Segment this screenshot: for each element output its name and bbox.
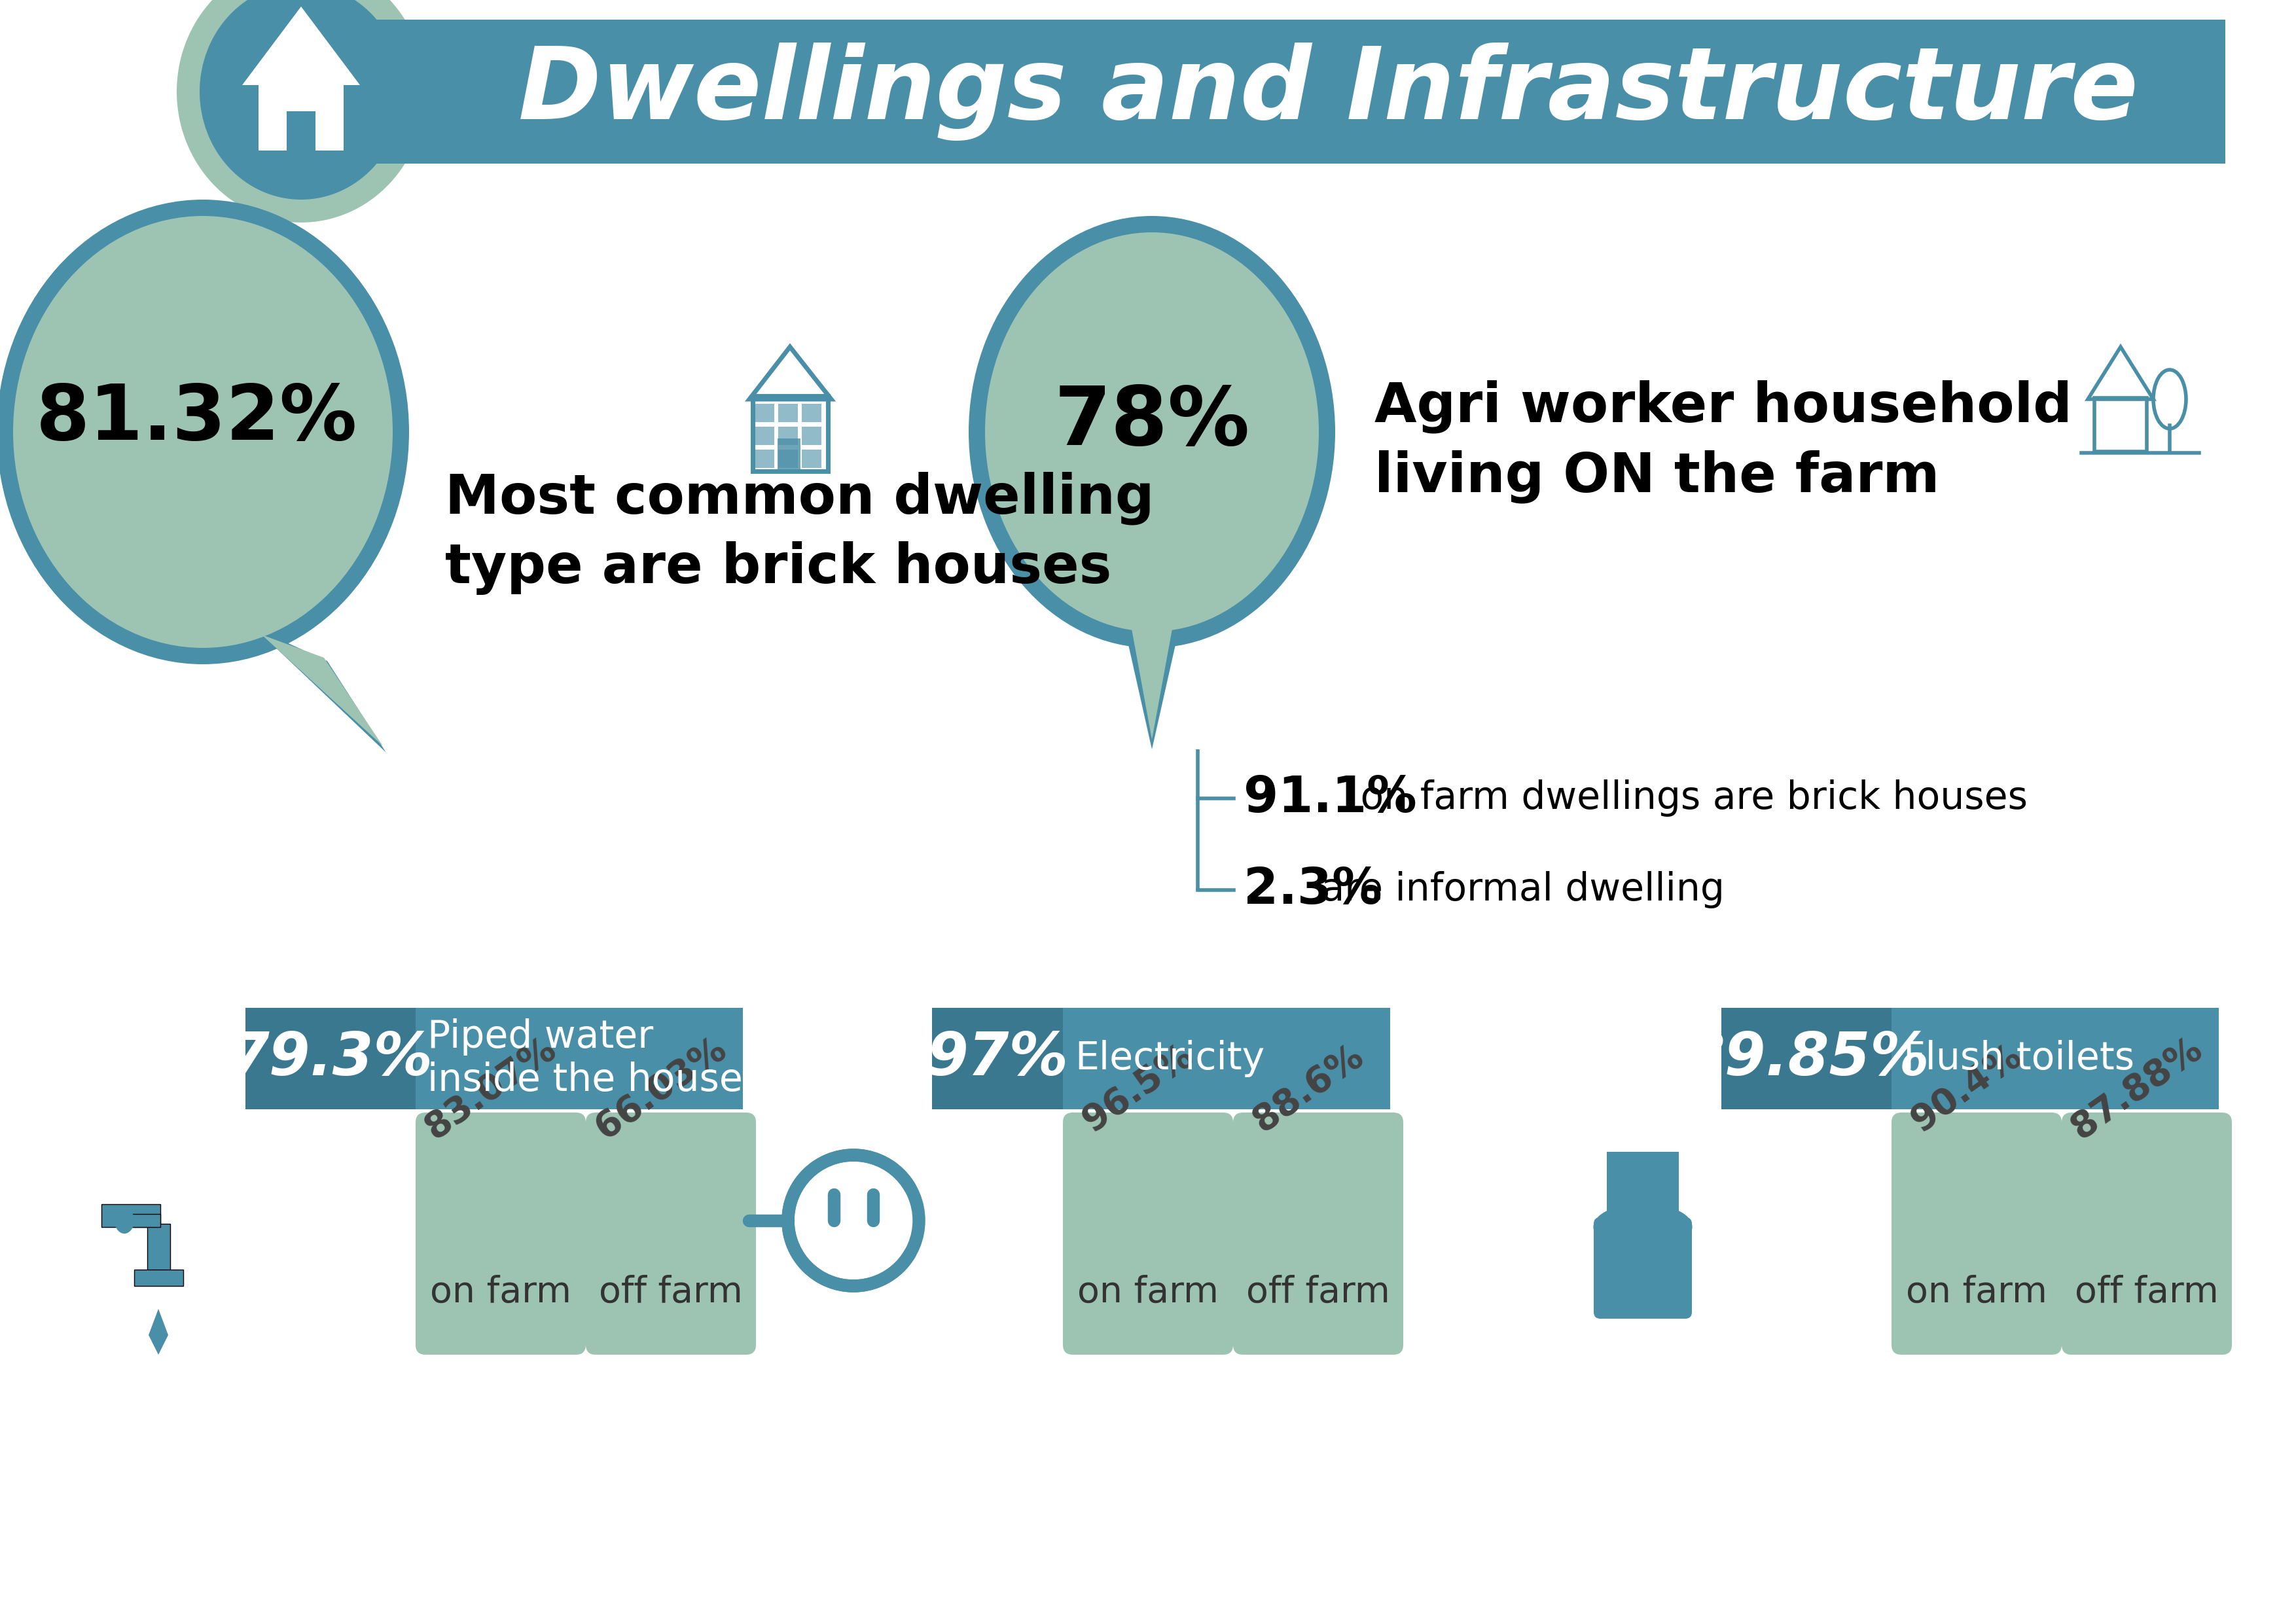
Ellipse shape: [1600, 1209, 1685, 1245]
FancyBboxPatch shape: [1722, 1008, 1892, 1109]
Text: Piped water
inside the house: Piped water inside the house: [427, 1018, 744, 1099]
Ellipse shape: [788, 1156, 918, 1285]
Text: 87.88%: 87.88%: [2064, 1031, 2209, 1146]
FancyBboxPatch shape: [778, 450, 797, 467]
FancyBboxPatch shape: [801, 427, 822, 445]
Text: 88.6%: 88.6%: [1247, 1037, 1371, 1139]
FancyBboxPatch shape: [101, 1204, 161, 1227]
FancyBboxPatch shape: [133, 1269, 184, 1285]
FancyBboxPatch shape: [246, 1008, 416, 1109]
Ellipse shape: [115, 1208, 133, 1233]
Text: 91.1%: 91.1%: [1244, 774, 1417, 823]
Text: 96.5%: 96.5%: [1077, 1037, 1199, 1139]
FancyBboxPatch shape: [585, 1112, 755, 1355]
Text: Flush toilets: Flush toilets: [1903, 1040, 2135, 1078]
FancyBboxPatch shape: [755, 427, 774, 445]
Text: off farm: off farm: [2076, 1274, 2218, 1310]
Ellipse shape: [969, 216, 1336, 648]
Text: 81.32%: 81.32%: [37, 381, 358, 456]
Text: on farm dwellings are brick houses: on farm dwellings are brick houses: [1348, 779, 2027, 816]
FancyBboxPatch shape: [801, 450, 822, 467]
FancyBboxPatch shape: [328, 19, 2225, 164]
FancyBboxPatch shape: [1063, 1112, 1233, 1355]
FancyBboxPatch shape: [1722, 1008, 2218, 1109]
Text: 66.03%: 66.03%: [588, 1031, 732, 1146]
Text: 83.07%: 83.07%: [418, 1031, 563, 1146]
Text: 90.4%: 90.4%: [1906, 1037, 2027, 1139]
Text: 78%: 78%: [1054, 383, 1249, 461]
Polygon shape: [1123, 618, 1182, 750]
Text: Electricity: Electricity: [1075, 1040, 1265, 1078]
Polygon shape: [241, 6, 360, 84]
Ellipse shape: [14, 216, 393, 648]
Polygon shape: [149, 1308, 168, 1355]
FancyBboxPatch shape: [259, 81, 344, 151]
Polygon shape: [262, 635, 383, 747]
FancyBboxPatch shape: [801, 404, 822, 422]
FancyBboxPatch shape: [1892, 1112, 2062, 1355]
Polygon shape: [255, 628, 386, 753]
Text: off farm: off farm: [599, 1274, 744, 1310]
FancyBboxPatch shape: [2062, 1112, 2232, 1355]
FancyBboxPatch shape: [778, 404, 797, 422]
Text: on farm: on farm: [1906, 1274, 2048, 1310]
Text: Most common dwelling
type are brick houses: Most common dwelling type are brick hous…: [445, 471, 1155, 596]
Polygon shape: [1130, 622, 1173, 740]
Ellipse shape: [177, 0, 425, 222]
Text: 97%: 97%: [928, 1029, 1068, 1087]
Text: 2.3%: 2.3%: [1244, 865, 1382, 914]
Text: on farm: on farm: [429, 1274, 572, 1310]
Ellipse shape: [0, 200, 409, 664]
Text: 79.3%: 79.3%: [227, 1029, 434, 1087]
FancyBboxPatch shape: [1607, 1152, 1678, 1217]
FancyBboxPatch shape: [1233, 1112, 1403, 1355]
FancyBboxPatch shape: [755, 404, 774, 422]
Ellipse shape: [200, 0, 402, 200]
FancyBboxPatch shape: [932, 1008, 1389, 1109]
Ellipse shape: [985, 232, 1318, 631]
Text: are informal dwelling: are informal dwelling: [1309, 872, 1724, 909]
FancyBboxPatch shape: [1593, 1217, 1692, 1318]
Text: off farm: off farm: [1247, 1274, 1389, 1310]
FancyBboxPatch shape: [755, 450, 774, 467]
FancyBboxPatch shape: [778, 438, 801, 471]
FancyBboxPatch shape: [287, 112, 315, 151]
FancyBboxPatch shape: [932, 1008, 1063, 1109]
Text: Dwellings and Infrastructure: Dwellings and Infrastructure: [519, 42, 2138, 141]
FancyBboxPatch shape: [246, 1008, 744, 1109]
FancyBboxPatch shape: [778, 427, 797, 445]
Text: on farm: on farm: [1077, 1274, 1219, 1310]
FancyBboxPatch shape: [124, 1214, 161, 1227]
Text: 89.85%: 89.85%: [1683, 1029, 1929, 1087]
Text: Agri worker household
living ON the farm: Agri worker household living ON the farm: [1375, 380, 2071, 503]
FancyBboxPatch shape: [416, 1112, 585, 1355]
FancyBboxPatch shape: [147, 1224, 170, 1272]
